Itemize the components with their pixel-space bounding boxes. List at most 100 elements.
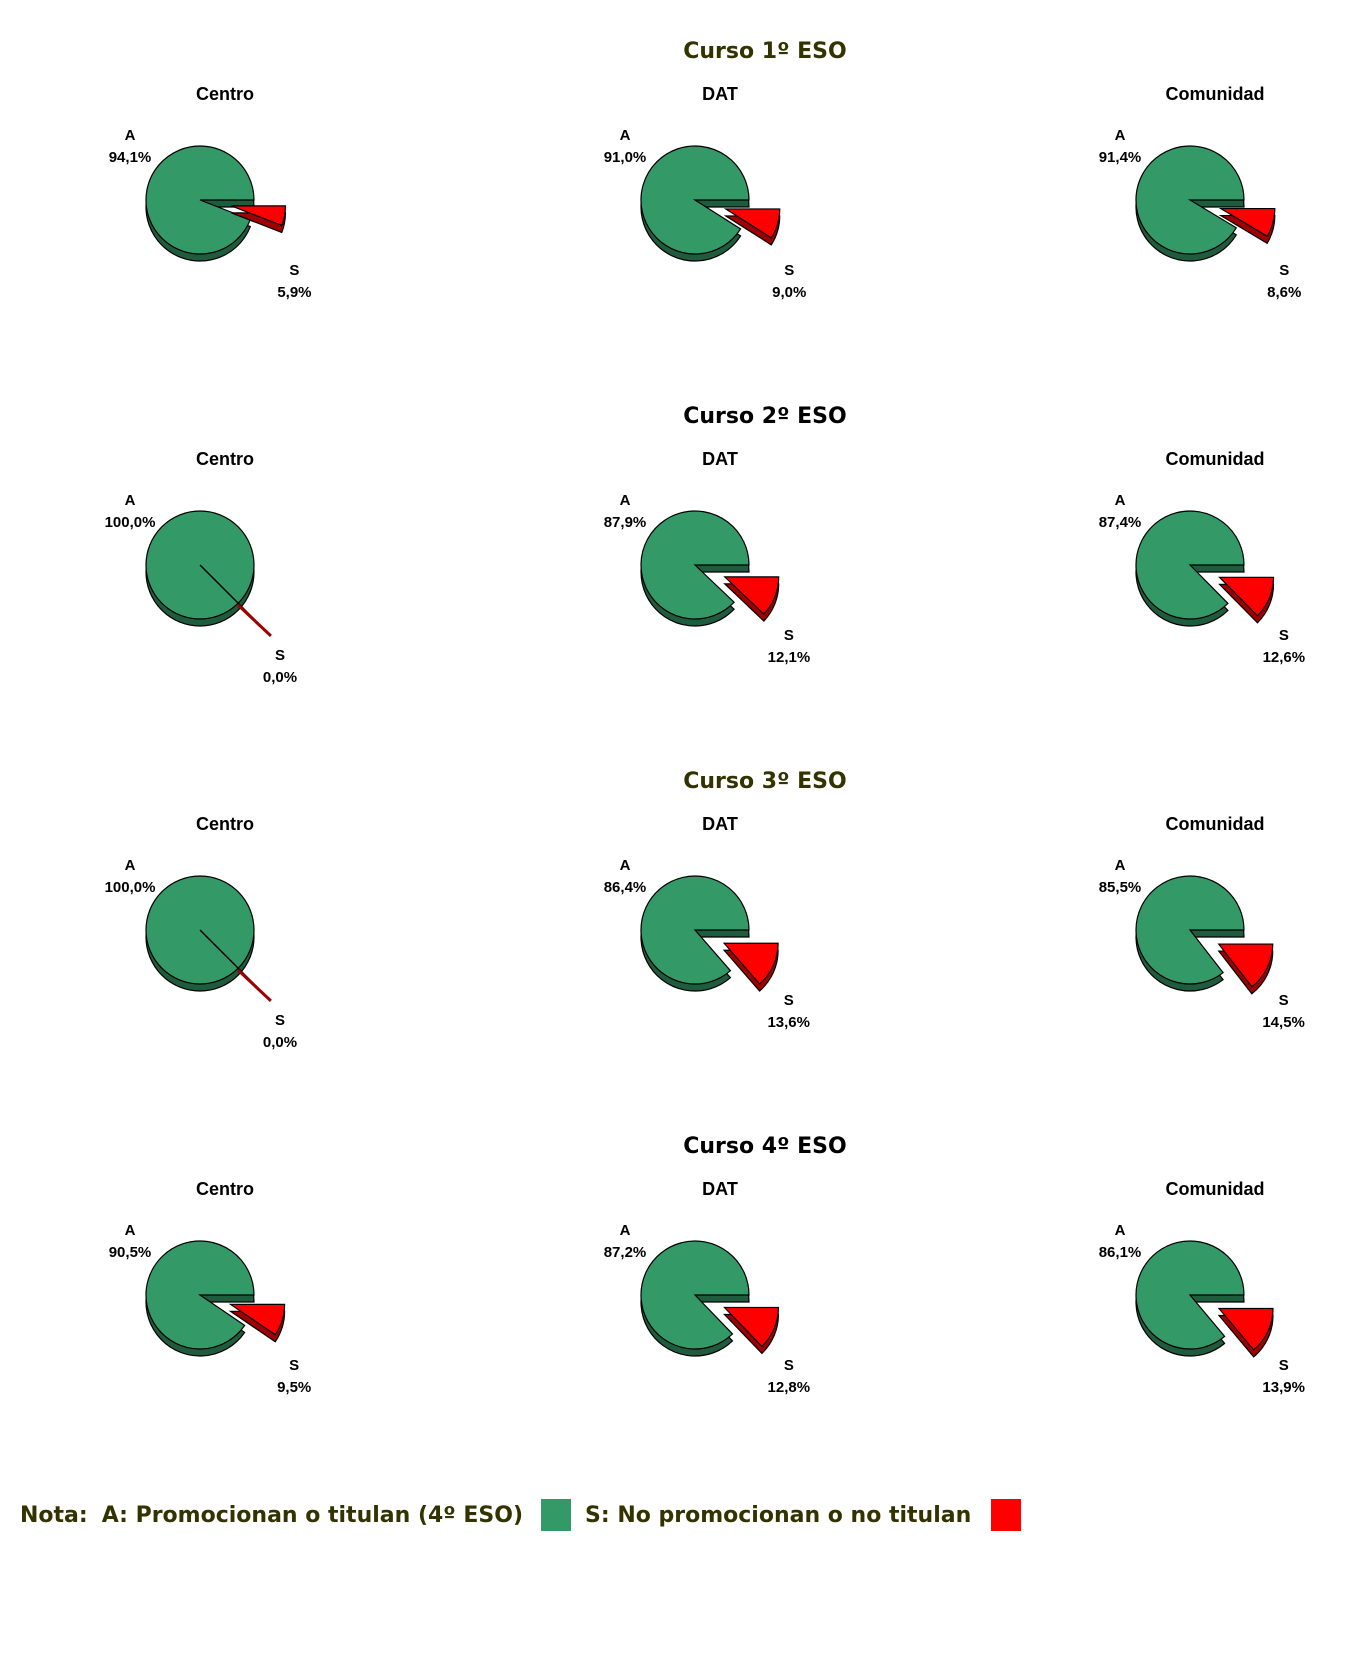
label-a-name: A [125,127,136,144]
label-s-value: 0,0% [263,669,297,686]
label-a-name: A [620,857,631,874]
label-a-name: A [620,1222,631,1239]
chart-title: Comunidad [1166,84,1265,104]
label-s-name: S [1279,992,1289,1009]
pie-chart-dat: DAT A 87,9% S 12,1% [604,449,810,666]
label-a-name: A [1115,857,1126,874]
slice-a [1135,1240,1245,1350]
label-a-value: 94,1% [109,149,152,166]
label-s-name: S [275,1012,285,1029]
label-a-name: A [620,127,631,144]
pie-chart-dat: DAT A 91,0% S 9,0% [604,84,807,301]
slice-a [145,1240,255,1350]
chart-title: Centro [196,814,254,834]
chart-title: DAT [702,1179,738,1199]
label-s-value: 5,9% [277,284,311,301]
label-a-value: 86,4% [604,879,647,896]
section-title: Curso 4º ESO [683,1134,846,1159]
slice-s [228,1303,286,1336]
slice-s [1218,207,1276,238]
label-s-name: S [1279,627,1289,644]
legend: Nota: A: Promocionan o titulan (4º ESO) … [20,1495,1035,1535]
chart-title: Centro [196,1179,254,1199]
label-a-value: 90,5% [109,1244,152,1261]
pie-chart-comunidad: Comunidad A 91,4% S 8,6% [1099,84,1302,301]
slice-a [145,145,255,255]
chart-title: Comunidad [1166,449,1265,469]
label-a-name: A [1115,1222,1126,1239]
label-a-value: 86,1% [1099,1244,1142,1261]
pie-chart-comunidad: Comunidad A 86,1% S 13,9% [1099,1179,1305,1396]
chart-title: Centro [196,449,254,469]
slice-s-depth [237,604,272,637]
label-s-name: S [275,647,285,664]
chart-title: Comunidad [1166,814,1265,834]
label-a-name: A [620,492,631,509]
pie-chart-centro: Centro A 90,5% S 9,5% [109,1179,312,1396]
pie-chart-comunidad: Comunidad A 87,4% S 12,6% [1099,449,1305,666]
chart-title: DAT [702,814,738,834]
slice-s [723,208,781,239]
label-s-name: S [1279,262,1289,279]
section-title: Curso 3º ESO [683,769,846,794]
section-title: Curso 1º ESO [683,39,846,64]
chart-title: Comunidad [1166,1179,1265,1199]
label-a-name: A [1115,127,1126,144]
label-a-value: 91,0% [604,149,647,166]
pie-chart-dat: DAT A 86,4% S 13,6% [604,814,810,1031]
legend-note: Nota: [20,1502,88,1528]
label-s-value: 8,6% [1267,284,1301,301]
label-s-name: S [289,262,299,279]
label-a-value: 85,5% [1099,879,1142,896]
pie-chart-comunidad: Comunidad A 85,5% S 14,5% [1099,814,1305,1031]
slice-a [640,145,750,255]
label-s-value: 12,1% [768,649,811,666]
label-a-value: 87,4% [1099,514,1142,531]
slice-a [1135,510,1245,620]
section-title: Curso 2º ESO [683,404,846,429]
label-s-name: S [784,1357,794,1374]
legend-green-swatch [541,1499,572,1531]
legend-red-swatch [991,1499,1022,1531]
label-s-value: 12,6% [1263,649,1306,666]
slice-a [640,875,750,985]
label-s-value: 9,0% [772,284,806,301]
slice-s [723,576,780,615]
slice-s [1217,1307,1274,1351]
slice-a [640,510,750,620]
label-a-name: A [1115,492,1126,509]
chart-title: DAT [702,84,738,104]
legend-a-text: A: Promocionan o titulan (4º ESO) [101,1502,524,1528]
label-a-name: A [125,857,136,874]
label-s-value: 13,9% [1262,1379,1305,1396]
slice-a [1135,145,1245,255]
slice-s [231,205,287,227]
chart-title: Centro [196,84,254,104]
pie-chart-centro: Centro A 100,0% S 0,0% [105,814,298,1051]
pie-chart-dat: DAT A 87,2% S 12,8% [604,1179,810,1396]
label-a-value: 100,0% [105,879,156,896]
label-a-name: A [125,492,136,509]
slice-s-depth [237,969,272,1002]
label-s-value: 12,8% [768,1379,811,1396]
slice-a [640,1240,750,1350]
slice-s [1218,576,1275,617]
slice-s [1217,943,1274,988]
label-a-value: 100,0% [105,514,156,531]
label-s-value: 0,0% [263,1034,297,1051]
label-a-name: A [125,1222,136,1239]
pie-chart-centro: Centro A 94,1% S 5,9% [109,84,312,301]
label-s-value: 13,6% [767,1014,810,1031]
slice-a [1135,875,1245,985]
label-s-name: S [784,992,794,1009]
slice-s [723,1306,780,1348]
label-a-value: 87,2% [604,1244,647,1261]
chart-title: DAT [702,449,738,469]
label-a-value: 91,4% [1099,149,1142,166]
label-s-name: S [784,262,794,279]
label-s-name: S [1279,1357,1289,1374]
label-s-value: 14,5% [1262,1014,1305,1031]
label-s-value: 9,5% [277,1379,311,1396]
legend-s-text: S: No promocionan o no titulan [585,1502,972,1528]
